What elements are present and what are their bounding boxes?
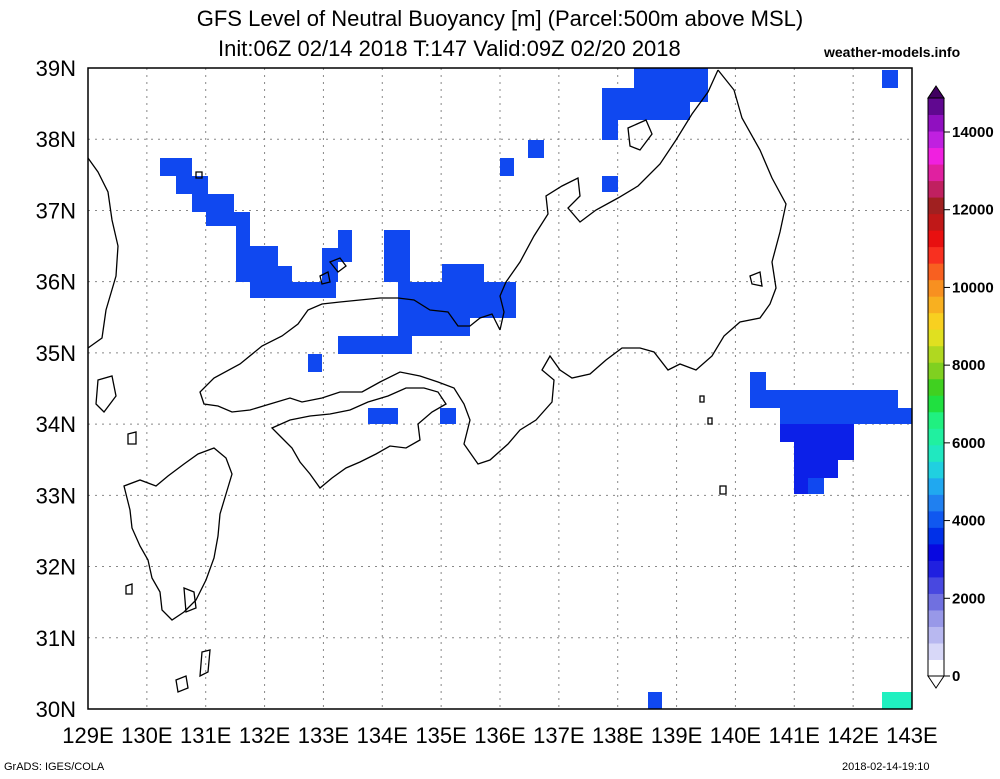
lnb-area-cyan xyxy=(882,692,912,709)
longitude-label: 129E xyxy=(62,723,113,748)
colorbar-label: 4000 xyxy=(952,513,985,530)
colorbar-swatch xyxy=(928,444,944,462)
colorbar-swatch xyxy=(928,395,944,413)
lnb-area-misc8 xyxy=(648,692,662,709)
plot-area xyxy=(87,67,913,710)
longitude-label: 137E xyxy=(533,723,584,748)
colorbar-label: 14000 xyxy=(952,124,994,141)
colorbar-swatch xyxy=(928,263,944,281)
longitude-label: 131E xyxy=(180,723,231,748)
latitude-label: 37N xyxy=(36,198,76,223)
colorbar-swatch xyxy=(928,213,944,231)
latitude-label: 38N xyxy=(36,127,76,152)
colorbar-swatch xyxy=(928,609,944,627)
colorbar-swatch xyxy=(928,510,944,528)
colorbar-label: 8000 xyxy=(952,357,985,374)
colorbar-swatch xyxy=(928,477,944,495)
colorbar-label: 6000 xyxy=(952,435,985,452)
colorbar-swatch xyxy=(928,114,944,132)
colorbar-swatch xyxy=(928,626,944,644)
colorbar-swatch xyxy=(928,147,944,165)
colorbar-swatch xyxy=(928,659,944,677)
colorbar-swatch xyxy=(928,527,944,545)
lnb-area-east-core xyxy=(780,424,854,494)
colorbar-max-arrow xyxy=(927,85,945,99)
coastlines xyxy=(87,69,787,693)
lnb-area-misc1 xyxy=(500,158,514,176)
longitude-label: 140E xyxy=(710,723,761,748)
latitude-label: 31N xyxy=(36,626,76,651)
footer-timestamp: 2018-02-14-19:10 xyxy=(842,761,930,773)
colorbar-swatch xyxy=(928,560,944,578)
colorbar-swatch xyxy=(928,164,944,182)
plot-frame xyxy=(87,67,913,710)
map-subtitle: Init:06Z 02/14 2018 T:147 Valid:09Z 02/2… xyxy=(218,36,681,61)
latitude-label: 35N xyxy=(36,341,76,366)
colorbar-swatches xyxy=(927,97,945,677)
latitude-label: 36N xyxy=(36,270,76,295)
lnb-area-misc4 xyxy=(882,70,898,88)
lnb-area-misc3 xyxy=(602,176,618,192)
colorbar-swatch xyxy=(928,246,944,264)
longitude-label: 142E xyxy=(827,723,878,748)
colorbar-swatch xyxy=(928,378,944,396)
colorbar-label: 10000 xyxy=(952,279,994,296)
latitude-label: 30N xyxy=(36,697,76,722)
colorbar-swatch xyxy=(928,593,944,611)
longitude-label: 130E xyxy=(121,723,172,748)
colorbar-swatch xyxy=(928,180,944,198)
colorbar-swatch xyxy=(928,312,944,330)
colorbar-swatch xyxy=(928,230,944,248)
lnb-area-west xyxy=(160,158,336,298)
colorbar-swatch xyxy=(928,494,944,512)
colorbar-label: 0 xyxy=(952,668,960,685)
longitude-label: 136E xyxy=(474,723,525,748)
colorbar-swatch xyxy=(928,197,944,215)
footer-credit: GrADS: IGES/COLA xyxy=(4,761,105,773)
lnb-area-misc6 xyxy=(368,408,398,424)
colorbar-min-arrow xyxy=(927,675,945,689)
colorbar-swatch xyxy=(928,279,944,297)
latitude-label: 39N xyxy=(36,56,76,81)
longitude-label: 138E xyxy=(592,723,643,748)
longitude-label: 132E xyxy=(239,723,290,748)
colorbar-swatch xyxy=(928,362,944,380)
longitude-label: 141E xyxy=(769,723,820,748)
latitude-labels: 30N 31N 32N 33N 34N 35N 36N 37N 38N 39N xyxy=(36,56,76,722)
colorbar: 0 2000 4000 6000 8000 10000 12000 14000 xyxy=(927,85,994,689)
map-title: GFS Level of Neutral Buoyancy [m] (Parce… xyxy=(196,6,804,31)
lnb-area-central xyxy=(338,230,516,354)
longitude-label: 134E xyxy=(357,723,408,748)
lnb-area-misc7 xyxy=(440,408,456,424)
colorbar-swatch xyxy=(928,131,944,149)
colorbar-swatch xyxy=(928,329,944,347)
longitude-label: 143E xyxy=(886,723,937,748)
latitude-label: 33N xyxy=(36,483,76,508)
lnb-area-misc5 xyxy=(308,354,322,372)
colorbar-labels: 0 2000 4000 6000 8000 10000 12000 14000 xyxy=(944,124,994,685)
lnb-area-oki xyxy=(322,230,352,282)
colorbar-swatch xyxy=(928,98,944,116)
colorbar-swatch xyxy=(928,461,944,479)
brand-label: weather-models.info xyxy=(824,44,961,60)
longitude-label: 139E xyxy=(651,723,702,748)
longitude-label: 133E xyxy=(298,723,349,748)
buoyancy-shading xyxy=(160,68,912,709)
longitude-label: 135E xyxy=(415,723,466,748)
longitude-labels: 129E 130E 131E 132E 133E 134E 135E 136E 137E 138E… xyxy=(62,723,937,748)
colorbar-label: 12000 xyxy=(952,202,994,219)
lnb-area-misc2 xyxy=(528,140,544,158)
latitude-label: 34N xyxy=(36,412,76,437)
colorbar-swatch xyxy=(928,576,944,594)
colorbar-swatch xyxy=(928,411,944,429)
colorbar-swatch xyxy=(928,296,944,314)
lnb-area-sado xyxy=(602,68,708,140)
colorbar-swatch xyxy=(928,642,944,660)
colorbar-swatch xyxy=(928,543,944,561)
colorbar-swatch xyxy=(928,428,944,446)
colorbar-swatch xyxy=(928,345,944,363)
latitude-label: 32N xyxy=(36,555,76,580)
colorbar-label: 2000 xyxy=(952,590,985,607)
